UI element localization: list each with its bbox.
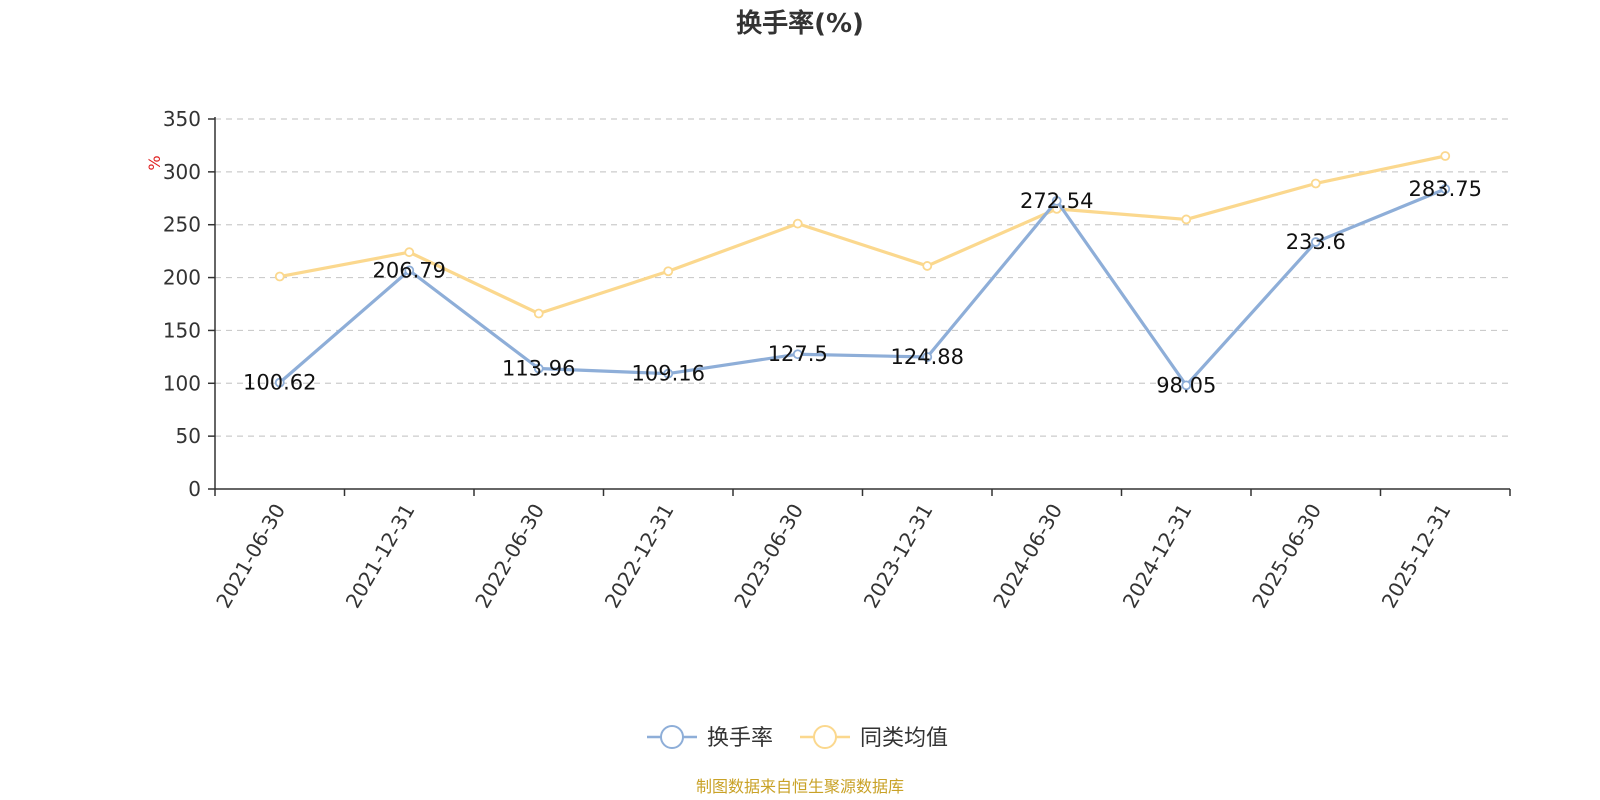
grid-lines <box>215 118 1510 437</box>
data-point <box>1440 184 1451 194</box>
legend: 换手率 同类均值 <box>647 725 948 751</box>
data-point <box>922 261 933 271</box>
data-point <box>274 377 285 388</box>
series-line <box>279 154 1446 316</box>
data-label: 100.62 <box>243 371 316 395</box>
data-point <box>533 363 544 374</box>
data-point <box>792 349 803 360</box>
y-tick-label: 150 <box>163 318 201 342</box>
data-point <box>533 308 544 319</box>
legend-label: 换手率 <box>707 726 773 751</box>
data-label: 283.75 <box>1409 177 1482 201</box>
y-tick-label: 300 <box>163 160 201 184</box>
legend-label: 同类均值 <box>860 726 948 751</box>
data-point <box>792 218 803 229</box>
data-label: 109.16 <box>632 362 705 386</box>
x-tick-label: 2023-06-30 <box>729 500 808 613</box>
y-tick-label: 0 <box>188 477 201 501</box>
data-point <box>1310 178 1321 189</box>
data-point <box>1181 380 1192 391</box>
data-label: 233.6 <box>1286 230 1346 254</box>
source-note: 制图数据来自恒生聚源数据库 <box>696 777 904 796</box>
chart-title: 换手率(%) <box>736 8 864 39</box>
data-point <box>404 265 415 276</box>
axes: 0 50 100 150 200 250 300 350 2021-06-30 2021-12-3… <box>163 107 1511 613</box>
y-tick-label: 250 <box>163 213 201 237</box>
data-label: 206.79 <box>373 258 446 282</box>
data-point <box>274 271 285 282</box>
data-point <box>663 266 674 277</box>
data-point <box>1440 151 1451 161</box>
data-point <box>1181 214 1192 225</box>
y-tick-label: 200 <box>163 266 201 290</box>
data-point <box>1051 195 1062 206</box>
x-tick-label: 2021-06-30 <box>211 500 290 613</box>
y-tick-label: 100 <box>163 371 201 395</box>
x-tick-label: 2025-06-30 <box>1247 500 1326 613</box>
series-line <box>278 187 1446 387</box>
legend-marker <box>660 725 684 749</box>
x-tick-label: 2022-12-31 <box>600 500 679 613</box>
legend-marker <box>813 725 837 749</box>
x-tick-label: 2024-06-30 <box>988 500 1067 613</box>
data-point <box>922 352 933 362</box>
data-point <box>1310 237 1321 247</box>
data-labels: 100.62 206.79 113.96 109.16 127.5 124.88 272.5… <box>243 177 1482 397</box>
data-label: 113.96 <box>502 357 575 381</box>
y-axis-unit: % <box>145 155 164 170</box>
data-label: 127.5 <box>768 342 828 366</box>
x-tick-label: 2024-12-31 <box>1118 500 1197 613</box>
data-label: 124.88 <box>891 345 964 369</box>
data-point <box>663 368 674 379</box>
data-point <box>404 247 415 258</box>
x-tick-label: 2023-12-31 <box>859 500 938 613</box>
series-lines <box>274 151 1451 391</box>
data-label: 98.05 <box>1156 373 1216 397</box>
x-tick-label: 2021-12-31 <box>341 500 420 613</box>
x-tick-label: 2022-06-30 <box>470 500 549 613</box>
y-tick-label: 50 <box>176 424 201 448</box>
y-tick-label: 350 <box>163 107 201 131</box>
x-tick-label: 2025-12-31 <box>1377 500 1456 613</box>
data-label: 272.54 <box>1020 189 1093 213</box>
